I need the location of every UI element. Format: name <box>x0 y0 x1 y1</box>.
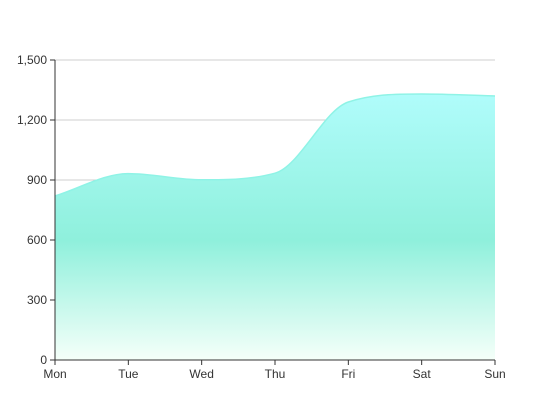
y-tick-label: 300 <box>27 293 47 307</box>
axes <box>50 59 496 365</box>
x-tick-label: Sat <box>413 367 432 381</box>
series-line <box>54 93 496 197</box>
y-tick-label: 1,500 <box>17 53 47 67</box>
series-layer <box>54 93 496 360</box>
y-tick-label: 1,200 <box>17 113 47 127</box>
series-area <box>55 94 495 360</box>
x-tick-label: Fri <box>341 367 355 381</box>
y-tick-label: 600 <box>27 233 47 247</box>
x-tick-label: Sun <box>484 367 505 381</box>
y-tick-label: 0 <box>40 353 47 367</box>
x-tick-label: Thu <box>265 367 286 381</box>
y-tick-label: 900 <box>27 173 47 187</box>
tick-labels: 0 300 600 900 1,200 1,500 Mon Tue Wed Thu Fri Sat Su… <box>17 53 506 381</box>
x-tick-label: Tue <box>118 367 139 381</box>
x-tick-label: Mon <box>43 367 66 381</box>
x-tick-label: Wed <box>189 367 213 381</box>
